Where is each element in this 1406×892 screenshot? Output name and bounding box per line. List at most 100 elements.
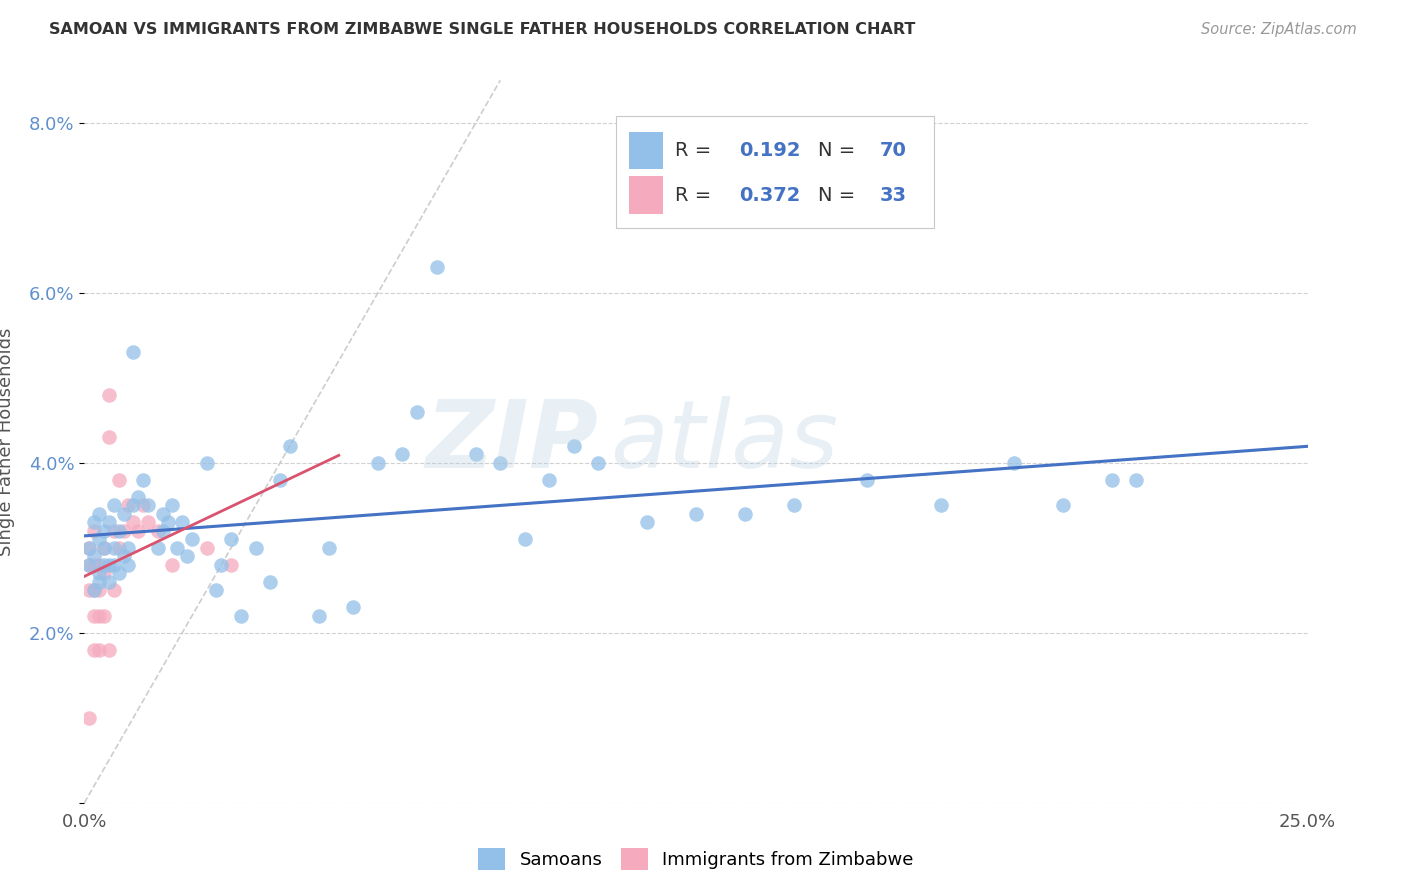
Point (107, 566, 129, 581)
Point (87, 507, 110, 521)
Text: R =: R = (675, 186, 717, 204)
Point (77, 711, 100, 725)
Point (107, 473, 129, 487)
Point (77, 558, 100, 572)
Point (1052, 498, 1074, 512)
Point (636, 516, 658, 530)
Point (122, 516, 145, 530)
Point (562, 439, 585, 453)
Point (195, 456, 218, 470)
Point (103, 524, 125, 538)
Point (856, 473, 879, 487)
Point (538, 473, 561, 487)
Point (83, 608, 105, 623)
Point (83, 524, 105, 538)
Point (172, 516, 194, 530)
Point (93, 566, 115, 581)
Point (87, 608, 110, 623)
Point (308, 608, 330, 623)
Point (685, 507, 707, 521)
Point (219, 558, 242, 572)
Point (107, 524, 129, 538)
Point (107, 541, 129, 555)
Point (93, 558, 115, 572)
Text: atlas: atlas (610, 396, 838, 487)
Point (103, 541, 125, 555)
Point (87, 583, 110, 598)
Point (586, 456, 609, 470)
Text: SAMOAN VS IMMIGRANTS FROM ZIMBABWE SINGLE FATHER HOUSEHOLDS CORRELATION CHART: SAMOAN VS IMMIGRANTS FROM ZIMBABWE SINGL… (49, 22, 915, 37)
Point (489, 456, 512, 470)
Point (1125, 473, 1147, 487)
Bar (628, 132, 664, 169)
Point (93, 541, 115, 555)
Point (93, 608, 115, 623)
Point (87, 574, 110, 589)
Y-axis label: Single Father Households: Single Father Households (0, 327, 15, 556)
Point (166, 541, 188, 555)
Point (513, 533, 536, 547)
Point (122, 345, 145, 359)
Point (97, 430, 120, 444)
Point (132, 498, 155, 512)
Point (783, 498, 806, 512)
Point (245, 541, 267, 555)
Point (464, 447, 486, 461)
Point (97, 558, 120, 572)
Point (127, 524, 149, 538)
Point (83, 558, 105, 572)
Point (176, 549, 198, 564)
Point (162, 498, 184, 512)
Point (229, 608, 252, 623)
Point (205, 583, 228, 598)
Point (117, 541, 139, 555)
Point (209, 558, 232, 572)
Point (127, 490, 149, 504)
Text: Source: ZipAtlas.com: Source: ZipAtlas.com (1201, 22, 1357, 37)
Point (103, 558, 125, 572)
Point (97, 642, 120, 657)
Point (195, 541, 218, 555)
Point (152, 507, 174, 521)
Text: ZIP: ZIP (425, 395, 598, 488)
Point (259, 574, 281, 589)
Point (136, 498, 159, 512)
Point (87, 533, 110, 547)
Point (77, 541, 100, 555)
Point (1101, 473, 1123, 487)
Point (162, 558, 184, 572)
Point (156, 516, 179, 530)
Point (122, 498, 145, 512)
Point (929, 498, 952, 512)
Point (83, 583, 105, 598)
Point (83, 583, 105, 598)
Point (734, 507, 756, 521)
Point (181, 533, 204, 547)
FancyBboxPatch shape (616, 116, 935, 228)
Point (367, 456, 389, 470)
Point (406, 405, 429, 419)
Point (278, 439, 301, 453)
Point (112, 507, 135, 521)
Point (112, 524, 135, 538)
Point (97, 516, 120, 530)
Point (318, 541, 340, 555)
Point (219, 533, 242, 547)
Text: 0.372: 0.372 (738, 186, 800, 204)
Point (87, 566, 110, 581)
Point (1002, 456, 1025, 470)
Point (152, 524, 174, 538)
Point (103, 583, 125, 598)
Point (93, 524, 115, 538)
Point (112, 549, 135, 564)
Point (391, 447, 413, 461)
Legend: Samoans, Immigrants from Zimbabwe: Samoans, Immigrants from Zimbabwe (471, 840, 921, 877)
Point (77, 583, 100, 598)
Point (97, 388, 120, 402)
Point (93, 541, 115, 555)
Text: R =: R = (675, 141, 717, 160)
Point (269, 473, 291, 487)
Text: 70: 70 (880, 141, 907, 160)
Point (103, 498, 125, 512)
Text: N =: N = (818, 186, 862, 204)
